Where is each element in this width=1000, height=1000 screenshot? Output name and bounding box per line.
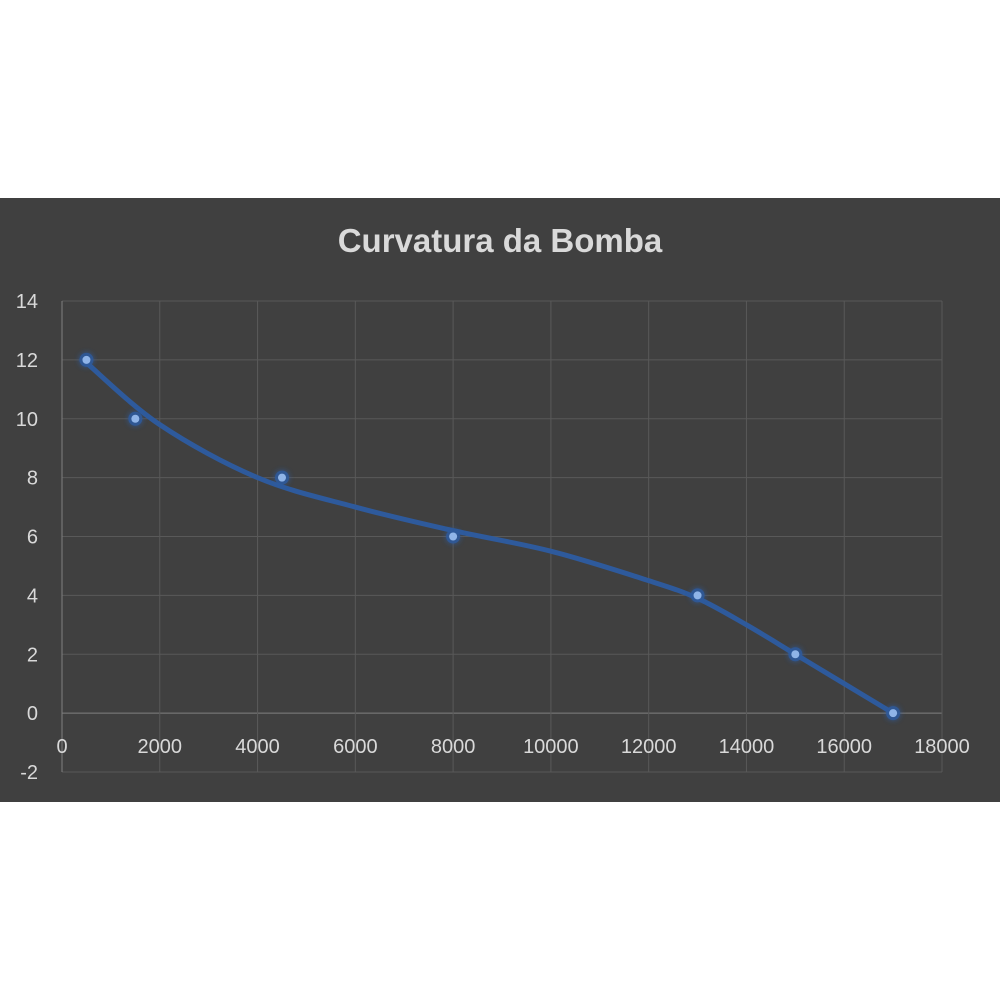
y-tick-label: 6 xyxy=(27,527,38,549)
chart-panel xyxy=(0,198,1000,802)
data-point xyxy=(131,414,140,423)
x-tick-label: 16000 xyxy=(816,736,872,758)
chart-title: Curvatura da Bomba xyxy=(337,222,663,259)
data-point xyxy=(889,709,898,718)
y-tick-label: 12 xyxy=(16,350,38,372)
y-tick-label: -2 xyxy=(20,762,38,784)
y-tick-label: 0 xyxy=(27,703,38,725)
series-line xyxy=(83,360,896,716)
x-tick-label: 6000 xyxy=(333,736,378,758)
x-tick-label: 8000 xyxy=(431,736,476,758)
y-tick-label: 2 xyxy=(27,644,38,666)
data-point xyxy=(278,473,286,482)
y-tick-label: 10 xyxy=(16,409,38,431)
data-point xyxy=(449,532,458,541)
x-tick-label: 18000 xyxy=(914,736,970,758)
data-point xyxy=(82,355,91,364)
x-tick-label: 10000 xyxy=(523,736,579,758)
y-tick-label: 4 xyxy=(27,585,38,607)
data-point xyxy=(791,650,800,659)
x-tick-label: 12000 xyxy=(621,736,677,758)
y-tick-label: 14 xyxy=(16,291,38,313)
x-tick-label: 14000 xyxy=(719,736,775,758)
x-tick-label: 4000 xyxy=(235,736,280,758)
x-tick-label: 2000 xyxy=(138,736,183,758)
x-tick-label: 0 xyxy=(56,736,67,758)
data-point xyxy=(693,591,702,600)
y-tick-label: 8 xyxy=(27,468,38,490)
